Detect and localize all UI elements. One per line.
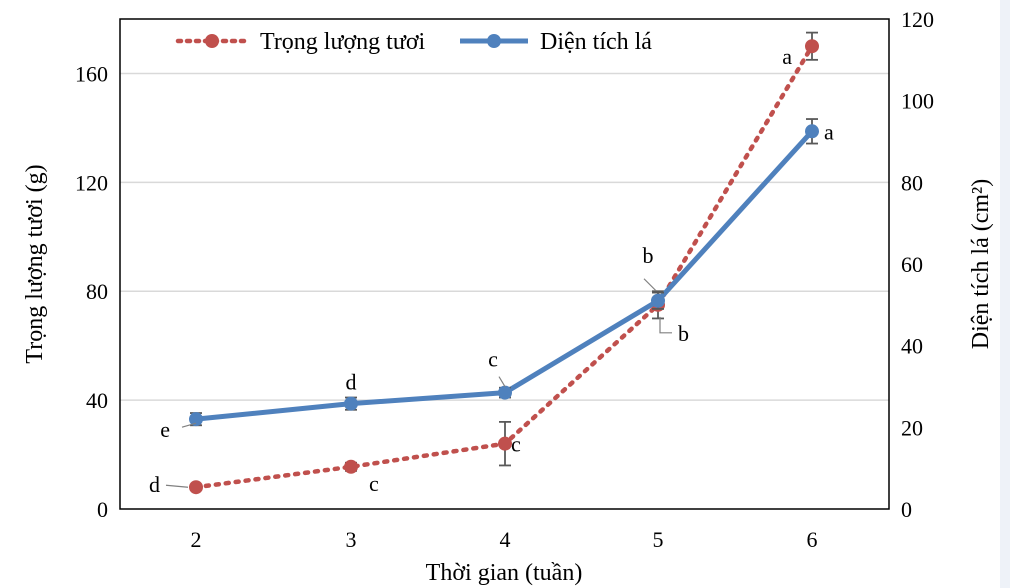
significance-label: c [488,347,498,372]
x-axis-title: Thời gian (tuần) [426,560,583,586]
label-leader-line [498,376,506,387]
x-tick-label: 5 [653,527,664,552]
significance-label: d [149,472,160,497]
x-tick-label: 2 [191,527,202,552]
data-point-fresh-weight [805,39,819,54]
y-axis-right-title: Diện tích lá (cm²) [968,179,994,349]
significance-label: a [782,44,792,69]
label-leader-line [165,484,189,488]
gridlines [120,72,889,401]
y-right-tick-label: 60 [901,252,923,277]
significance-label: e [160,417,170,442]
data-point-leaf-area [344,396,358,411]
y-axis-left-title: Trọng lượng tươi (g) [22,164,48,363]
data-point-leaf-area [189,412,203,427]
x-tick-label: 4 [500,527,511,552]
legend-marker-leaf-area [487,34,501,48]
data-point-fresh-weight [498,436,512,451]
y-right-tick-label: 100 [901,89,934,114]
y-right-tick-label: 20 [901,415,923,440]
y-left-tick-label: 0 [97,497,108,522]
legend-label-fresh-weight: Trọng lượng tươi [260,29,426,55]
significance-label: b [643,243,654,268]
series-layer [189,31,819,495]
label-leader-line [643,278,657,292]
y-left-tick-label: 80 [86,279,108,304]
tick-labels: 0 40 80 120 160 0 20 40 60 80 100 120 2 3 4 5 6 [75,7,934,552]
plot-area-border [119,18,890,510]
significance-labels: d c c b a e d c b a [149,44,834,497]
significance-label: b [678,321,689,346]
y-left-tick-label: 160 [75,61,108,86]
data-point-fresh-weight [344,459,358,474]
data-point-fresh-weight [189,480,203,495]
y-right-tick-label: 40 [901,334,923,359]
legend-label-leaf-area: Diện tích lá [540,29,652,55]
significance-label: a [824,119,834,144]
data-point-leaf-area [498,385,512,400]
data-point-leaf-area [651,293,665,308]
data-point-leaf-area [805,124,819,139]
x-tick-label: 3 [346,527,357,552]
significance-label: c [369,471,379,496]
significance-label: d [346,370,357,395]
y-right-tick-label: 80 [901,170,923,195]
legend-marker-fresh-weight [205,34,219,48]
y-left-tick-label: 40 [86,388,108,413]
y-right-tick-label: 0 [901,497,912,522]
y-left-tick-label: 120 [75,170,108,195]
label-leader-line [181,422,197,428]
legend: Trọng lượng tươi Diện tích lá [175,29,652,55]
significance-label: c [511,432,521,457]
x-tick-label: 6 [807,527,818,552]
label-leader-line [659,316,672,334]
series-line-leaf-area [193,128,815,422]
y-right-tick-label: 120 [901,7,934,32]
